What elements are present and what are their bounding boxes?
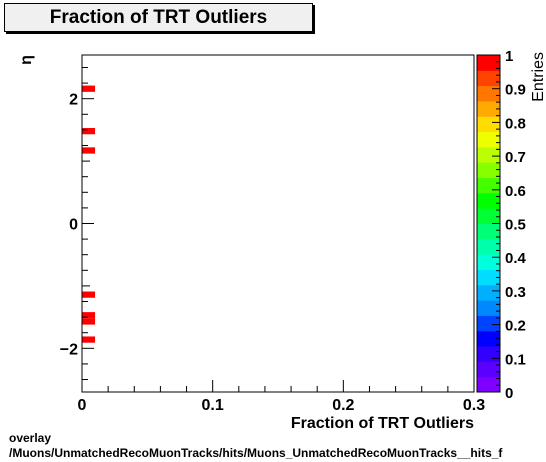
y-tick-label: 0: [69, 217, 78, 234]
color-scale-segment: [477, 361, 500, 378]
heatmap-cell-2: [82, 147, 96, 154]
y-axis-title: η: [18, 55, 35, 65]
z-tick-label: 0.6: [505, 183, 526, 200]
color-scale: 0 0.1 0.2 0.3 0.4 0.5 0.6 0.7 0.8 0.9 1: [476, 48, 527, 402]
color-scale-segment: [477, 146, 500, 163]
z-tick-label: 0.7: [505, 149, 526, 166]
z-tick-label: 0.3: [505, 284, 526, 301]
color-scale-segment: [477, 300, 500, 316]
color-scale-segment: [477, 238, 500, 255]
x-tick-label: 0: [78, 397, 87, 414]
y-axis: −2 0 2: [60, 66, 94, 381]
color-scale-segment: [477, 330, 500, 347]
heatmap-cells: [82, 85, 96, 343]
z-tick-label: 0.9: [505, 82, 526, 99]
color-scale-segment: [477, 116, 500, 133]
heatmap-cell-0: [82, 85, 96, 92]
color-scale-segment: [477, 254, 500, 270]
color-scale-segment: [477, 192, 500, 209]
z-tick-label: 1: [505, 48, 513, 65]
color-scale-segment: [477, 284, 500, 301]
x-tick-label: 0.3: [463, 397, 485, 414]
color-scale-segment: [477, 223, 500, 240]
z-tick-label: 0.8: [505, 115, 526, 132]
heatmap-cell-5: [82, 318, 96, 325]
x-axis: 0 0.1 0.2 0.3: [78, 380, 485, 414]
color-scale-segment: [477, 100, 500, 117]
color-scale-segment: [477, 131, 500, 148]
z-tick-label: 0: [505, 385, 513, 402]
z-tick-label: 0.2: [505, 318, 526, 335]
heatmap-cell-6: [82, 336, 96, 343]
z-tick-label: 0.1: [505, 351, 526, 368]
footer-line-2: /Muons/UnmatchedRecoMuonTracks/hits/Muon…: [9, 446, 503, 460]
footer-line-1: overlay: [9, 431, 52, 445]
chart-title: Fraction of TRT Outliers: [4, 3, 313, 32]
color-scale-segment: [477, 85, 500, 102]
z-tick-label: 0.4: [505, 250, 527, 267]
heatmap-cell-4: [82, 312, 96, 319]
heatmap-cell-3: [82, 291, 96, 298]
color-scale-title: Entries: [530, 52, 546, 102]
color-scale-segment: [477, 376, 500, 393]
heatmap-cell-1: [82, 128, 96, 135]
y-tick-label: 2: [69, 92, 78, 109]
color-scale-segment: [477, 346, 500, 362]
x-axis-title: Fraction of TRT Outliers: [291, 415, 474, 432]
x-tick-label: 0.2: [332, 397, 354, 414]
color-scale-segment: [477, 269, 500, 286]
color-scale-segment: [477, 208, 500, 224]
color-scale-segment: [477, 162, 500, 179]
y-tick-label: −2: [60, 341, 78, 358]
color-scale-segment: [477, 70, 500, 87]
z-tick-label: 0.5: [505, 217, 526, 234]
x-tick-label: 0.1: [202, 397, 224, 414]
color-scale-segment: [477, 55, 500, 71]
color-scale-segment: [477, 315, 500, 332]
color-scale-segment: [477, 177, 500, 194]
plot-frame: [81, 54, 475, 393]
